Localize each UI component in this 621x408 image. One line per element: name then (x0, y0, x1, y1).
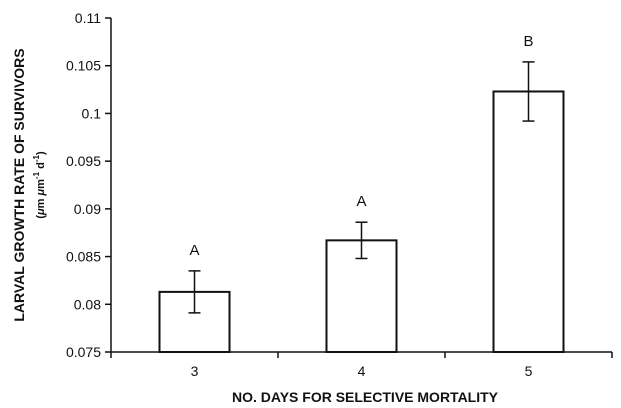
y-units-exp1: -1 (32, 171, 41, 179)
y-tick-label: 0.11 (75, 10, 101, 26)
y-axis-title: LARVAL GROWTH RATE OF SURVIVORS (11, 48, 27, 321)
group-label: A (189, 242, 199, 259)
bar (158, 290, 231, 354)
x-tick-label: 4 (358, 363, 366, 379)
y-tick-label: 0.09 (74, 201, 101, 217)
y-tick-label: 0.095 (66, 153, 101, 169)
y-units-mu2: μ (35, 188, 47, 196)
y-units-mu1: μ (35, 208, 47, 216)
y-tick-label: 0.08 (74, 296, 101, 312)
y-tick-label: 0.075 (66, 344, 101, 360)
bar (325, 239, 398, 353)
y-units-exp2: -1 (32, 154, 41, 162)
x-axis-title: NO. DAYS FOR SELECTIVE MORTALITY (232, 389, 499, 405)
group-label: A (356, 193, 366, 210)
x-tick-label: 5 (525, 363, 533, 379)
y-tick-label: 0.1 (82, 105, 102, 121)
bar (492, 90, 565, 353)
y-units-close: ) (35, 151, 47, 155)
y-axis-units: (μm μm-1 d-1) (32, 151, 47, 219)
plot-area: 0.075 0.08 0.085 0.09 0.095 0.1 0.105 0.11 A 3 A 4 B… (66, 10, 613, 379)
y-units-open: ( (35, 215, 47, 219)
y-units-d: d (35, 162, 47, 172)
y-units-m1: m (35, 198, 47, 208)
y-tick-label: 0.085 (66, 249, 101, 265)
x-tick-label: 3 (191, 363, 199, 379)
y-tick-label: 0.105 (66, 58, 101, 74)
y-units-m2: m (35, 179, 47, 189)
group-label: B (523, 33, 533, 50)
